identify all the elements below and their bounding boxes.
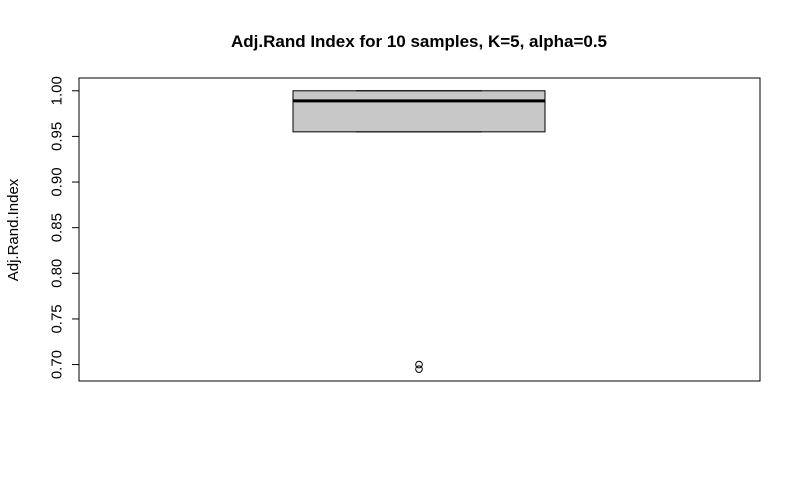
y-axis: 0.70 0.75 0.80 0.85 0.90 0.95 1.00 bbox=[49, 76, 80, 379]
y-tick-label: 0.70 bbox=[49, 350, 66, 379]
box-iqr bbox=[292, 90, 546, 133]
y-tick-label: 0.75 bbox=[49, 304, 66, 333]
outlier-point bbox=[415, 360, 423, 369]
box-group bbox=[292, 90, 546, 133]
y-tick-label: 0.95 bbox=[49, 122, 66, 151]
chart-title: Adj.Rand Index for 10 samples, K=5, alph… bbox=[231, 32, 607, 51]
outlier-point bbox=[415, 365, 423, 373]
y-axis-label: Adj.Rand.Index bbox=[5, 178, 22, 281]
y-tick-label: 0.80 bbox=[49, 259, 66, 288]
outlier-group bbox=[415, 360, 423, 373]
y-tick-label: 1.00 bbox=[49, 76, 66, 105]
y-tick-label: 0.85 bbox=[49, 213, 66, 242]
y-tick-label: 0.90 bbox=[49, 167, 66, 196]
